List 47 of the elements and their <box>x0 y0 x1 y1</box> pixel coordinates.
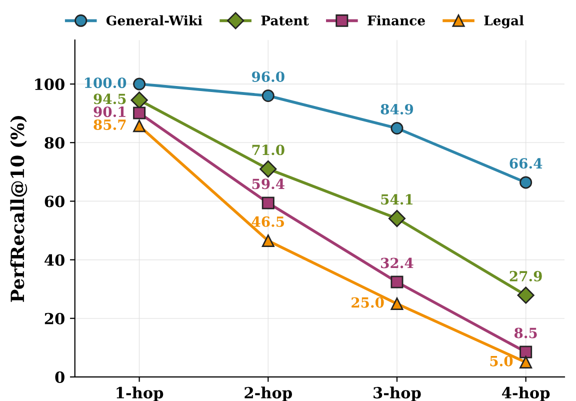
data-label: 8.5 <box>514 328 537 338</box>
point <box>262 196 274 210</box>
data-label: 32.4 <box>381 258 414 268</box>
data-label: 94.5 <box>94 94 126 104</box>
x-tick-label: 1-hop <box>116 386 164 401</box>
point <box>390 122 404 135</box>
data-label: 96.0 <box>252 71 284 82</box>
data-label: 5.0 <box>490 356 513 366</box>
data-label: 66.4 <box>510 158 542 169</box>
point <box>262 90 274 102</box>
point <box>390 297 404 310</box>
y-tick-label: 20 <box>44 312 64 324</box>
legend-label: Finance <box>368 15 425 26</box>
x-tick-label: 2-hop <box>244 386 292 401</box>
y-tick-label: 0 <box>55 371 64 383</box>
point <box>133 106 146 120</box>
legend-label: General-Wiki <box>106 15 202 26</box>
y-tick-label: 40 <box>44 254 64 266</box>
data-label: 90.1 <box>94 106 126 118</box>
data-label: 71.0 <box>252 144 284 156</box>
data-label: 85.7 <box>94 119 126 130</box>
point <box>517 286 534 304</box>
point <box>133 78 146 90</box>
x-tick-label: 4-hop <box>502 386 550 401</box>
point <box>260 160 277 178</box>
data-label: 59.4 <box>252 178 284 190</box>
point <box>390 276 404 288</box>
legend-label: Legal <box>484 15 524 28</box>
data-label: 100.0 <box>85 78 126 88</box>
y-tick-label: 60 <box>44 196 64 208</box>
legend-label: Patent <box>261 16 309 26</box>
point <box>130 92 148 109</box>
data-label: 27.9 <box>510 270 542 282</box>
data-label: 46.5 <box>252 216 284 227</box>
point <box>133 120 146 132</box>
point <box>262 234 274 247</box>
data-label: 25.0 <box>352 297 384 308</box>
y-axis-title: PerfRecall@10 (%) <box>10 116 28 302</box>
data-label: 54.1 <box>381 194 413 205</box>
point <box>388 210 406 228</box>
point <box>520 356 532 369</box>
point <box>520 176 532 189</box>
y-tick-label: 80 <box>44 137 64 149</box>
y-tick-label: 100 <box>35 78 64 90</box>
x-tick-label: 3-hop <box>374 386 421 401</box>
data-label: 84.9 <box>380 104 414 114</box>
point <box>520 346 532 358</box>
